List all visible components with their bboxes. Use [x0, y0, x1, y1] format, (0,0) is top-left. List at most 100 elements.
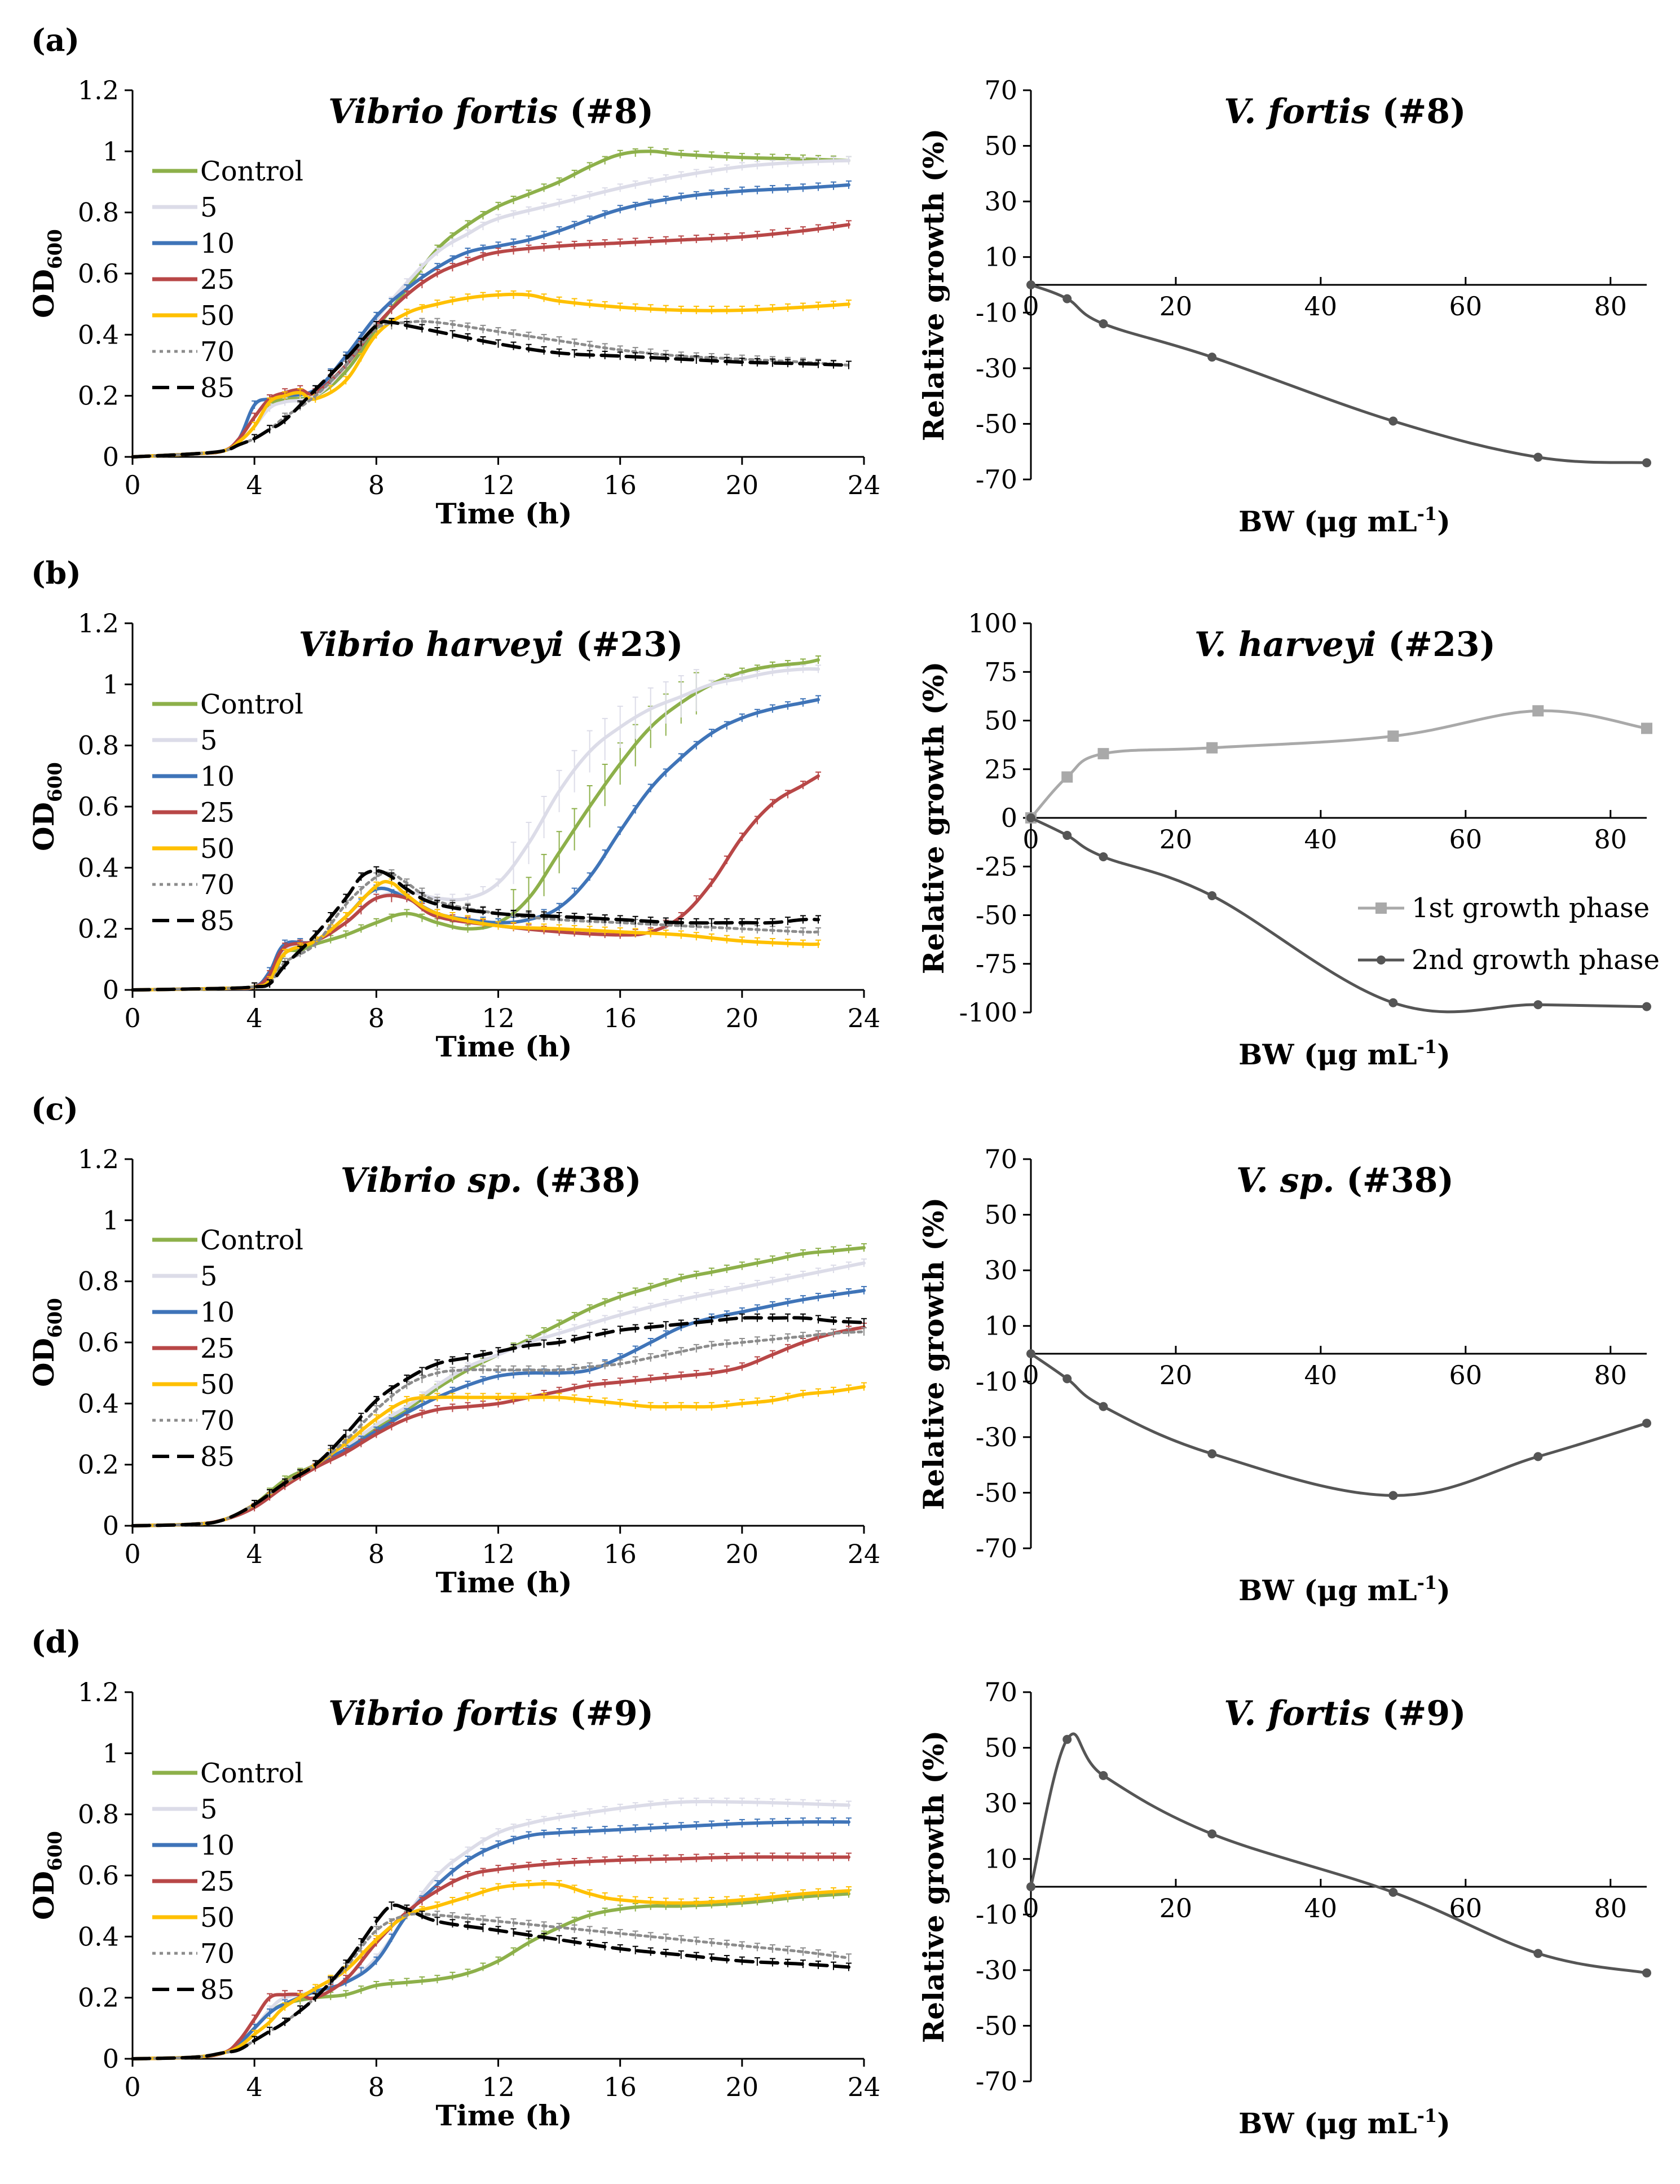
x-tick-label: 4	[246, 1003, 263, 1033]
y-tick-label: 1.2	[78, 1677, 119, 1707]
y-tick-label: -50	[976, 900, 1017, 931]
y-tick-label: 50	[984, 1200, 1017, 1230]
x-tick-label: 12	[482, 1003, 515, 1033]
y-tick-label: -70	[976, 464, 1017, 495]
x-tick-label: 0	[1022, 824, 1039, 855]
y-tick-label: 0.6	[78, 1860, 119, 1891]
y-label-sub: 600	[44, 1831, 67, 1871]
data-point-marker	[1062, 1734, 1072, 1744]
y-tick-label: -30	[976, 353, 1017, 384]
y-tick-label: 0.6	[78, 791, 119, 822]
y-tick-label: 10	[984, 1311, 1017, 1341]
legend-label: 25	[200, 797, 235, 829]
legend-label: 25	[200, 264, 235, 296]
legend-label: 85	[200, 1974, 235, 2006]
y-label-sub: 600	[44, 762, 67, 802]
x-label-sup: -1	[1417, 503, 1438, 525]
x-tick-label: 24	[848, 2072, 881, 2102]
x-tick-label: 40	[1304, 824, 1338, 855]
x-axis-label: BW (μg mL-1)	[1238, 1572, 1450, 1607]
y-tick-label: -10	[976, 1366, 1017, 1397]
legend-label: 70	[200, 336, 235, 368]
title-species: V. sp.	[1236, 1161, 1334, 1200]
x-tick-label: 12	[482, 470, 515, 500]
chart-title: V. harveyi (#23)	[1194, 625, 1496, 664]
x-tick-label: 8	[368, 470, 385, 500]
y-axis-label: OD600	[27, 1831, 67, 1920]
y-tick-label: 0.4	[78, 1921, 119, 1952]
y-tick-label: -50	[976, 408, 1017, 439]
data-point-marker	[1533, 1949, 1543, 1958]
y-tick-label: 0.4	[78, 1388, 119, 1419]
data-point-marker	[1062, 294, 1072, 303]
y-tick-label: 0.6	[78, 1327, 119, 1358]
y-tick-label: -50	[976, 2010, 1017, 2041]
x-label-main: BW (μg mL	[1238, 1038, 1417, 1071]
x-tick-label: 0	[1022, 1893, 1039, 1923]
legend-label: Control	[200, 156, 303, 187]
x-tick-label: 40	[1304, 1360, 1338, 1390]
x-tick-label: 40	[1304, 291, 1338, 322]
x-label-end: )	[1437, 1038, 1450, 1071]
data-point-marker	[1026, 1349, 1035, 1358]
y-tick-label: 1.2	[78, 75, 119, 105]
data-point-marker	[1026, 280, 1035, 289]
legend-label: 5	[200, 192, 218, 223]
y-tick-label: 0.2	[78, 914, 119, 944]
x-tick-label: 20	[726, 1539, 759, 1569]
data-point-marker	[1061, 771, 1073, 783]
legend-label: 10	[200, 1830, 235, 1861]
x-tick-label: 60	[1449, 291, 1483, 322]
y-tick-label: 0.8	[78, 1799, 119, 1830]
legend-marker	[1375, 902, 1387, 914]
data-point-marker	[1533, 1000, 1543, 1010]
x-axis-label: Time (h)	[436, 1030, 572, 1063]
x-tick-label: 20	[1159, 1893, 1193, 1923]
x-tick-label: 12	[482, 1539, 515, 1569]
x-tick-label: 20	[726, 2072, 759, 2102]
data-point-marker	[1207, 1829, 1217, 1839]
data-point-marker	[1641, 723, 1652, 734]
y-tick-label: -25	[976, 851, 1017, 882]
data-point-marker	[1532, 705, 1544, 717]
x-tick-label: 16	[603, 2072, 637, 2102]
x-tick-label: 80	[1594, 1360, 1627, 1390]
data-point-marker	[1642, 458, 1651, 468]
x-tick-label: 0	[124, 1003, 140, 1033]
y-tick-label: -75	[976, 949, 1017, 979]
y-tick-label: 25	[984, 754, 1017, 785]
panel-label: (b)	[31, 555, 81, 591]
series-line-85	[131, 320, 850, 459]
y-tick-label: -100	[959, 997, 1017, 1028]
x-tick-label: 0	[124, 1539, 140, 1569]
chart-title: V. fortis (#8)	[1224, 92, 1466, 131]
data-point-marker	[1642, 1968, 1651, 1978]
y-label-main: OD	[27, 1871, 60, 1920]
y-tick-label: -30	[976, 1955, 1017, 1985]
y-tick-label: 0	[103, 1511, 119, 1541]
y-tick-label: 1	[103, 136, 119, 166]
data-point-marker	[1388, 416, 1398, 426]
x-axis-label: Time (h)	[436, 1566, 572, 1599]
y-tick-label: 0	[103, 2044, 119, 2074]
title-species: Vibrio fortis	[328, 92, 558, 131]
x-tick-label: 0	[124, 2072, 140, 2102]
x-label-main: BW (μg mL	[1238, 1574, 1417, 1607]
x-tick-label: 20	[726, 470, 759, 500]
title-strain: (#8)	[558, 92, 654, 131]
x-tick-label: 16	[603, 1539, 637, 1569]
data-point-marker	[1388, 998, 1398, 1007]
legend-label: 70	[200, 869, 235, 901]
x-axis-label: BW (μg mL-1)	[1238, 2105, 1450, 2140]
legend-label: 50	[200, 300, 235, 332]
x-tick-label: 24	[848, 470, 881, 500]
y-tick-label: -30	[976, 1422, 1017, 1452]
y-tick-label: 75	[984, 657, 1017, 687]
x-label-sup: -1	[1417, 1036, 1438, 1058]
data-point-marker	[1062, 1374, 1072, 1384]
x-tick-label: 0	[1022, 291, 1039, 322]
y-label-main: OD	[27, 1338, 60, 1387]
legend-label: 1st growth phase	[1412, 892, 1650, 924]
title-species: V. fortis	[1224, 92, 1370, 131]
